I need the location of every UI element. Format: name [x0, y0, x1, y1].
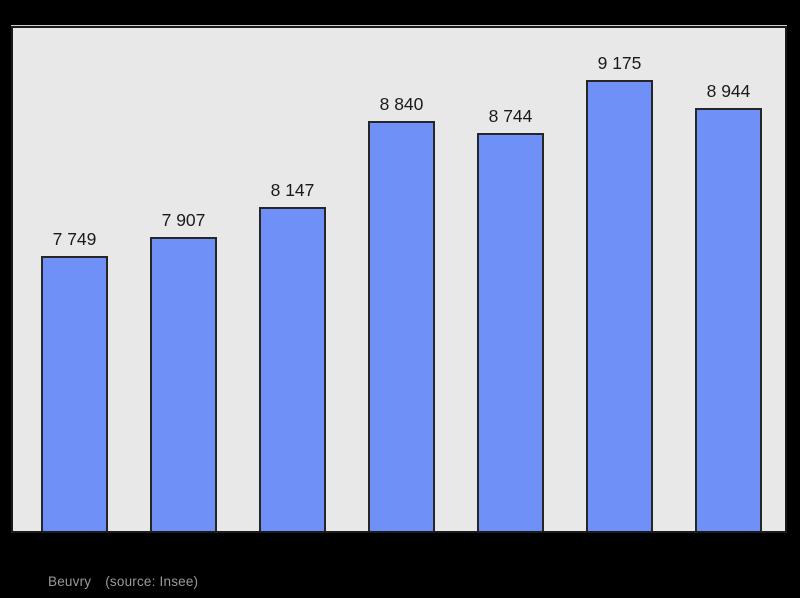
bar-value-label: 8 840	[379, 93, 424, 114]
bar-value-label: 8 147	[270, 179, 315, 200]
bar-value-label: 8 744	[488, 105, 533, 126]
chart-caption: Beuvry (source: Insee)	[48, 574, 198, 589]
bar-value-label: 7 907	[161, 209, 206, 230]
bar-value-label: 8 944	[706, 80, 751, 101]
plot-area: 7 749 7 907 8 147 8 840 8 744 9 175 8 944	[13, 28, 785, 531]
bar[interactable]	[150, 237, 217, 531]
bar[interactable]	[41, 256, 108, 531]
bar[interactable]	[368, 121, 435, 531]
plot-frame: 7 749 7 907 8 147 8 840 8 744 9 175 8 944	[11, 25, 787, 533]
bar-value-label: 7 749	[52, 228, 97, 249]
bar[interactable]	[477, 133, 544, 531]
bar-value-label: 9 175	[597, 52, 642, 73]
bar[interactable]	[586, 80, 653, 531]
caption-source: (source: Insee)	[105, 574, 199, 589]
bar[interactable]	[695, 108, 762, 531]
bar[interactable]	[259, 207, 326, 531]
caption-place: Beuvry	[48, 574, 92, 589]
